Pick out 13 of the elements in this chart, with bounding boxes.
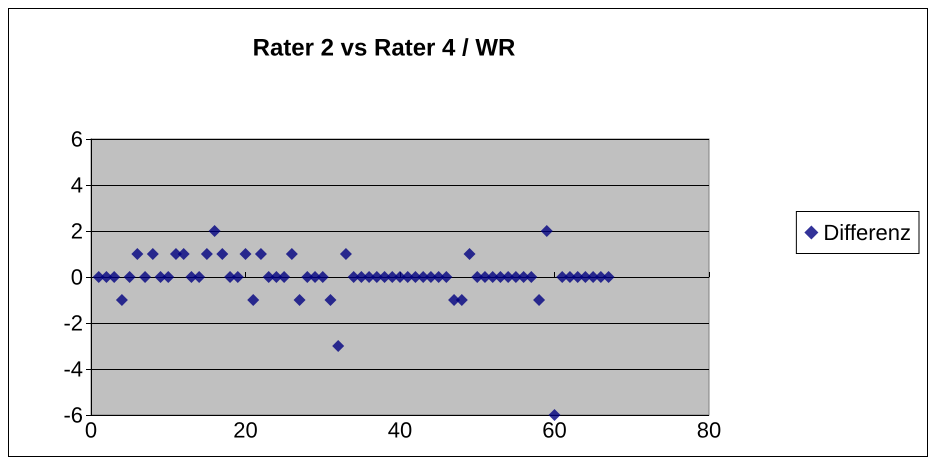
y-tick-label: 6 [70,126,83,152]
x-tick-label: 40 [388,418,412,442]
y-tick-label: 2 [70,218,83,244]
legend-label: Differenz [823,220,912,245]
x-tick-label: 20 [233,418,258,442]
y-tick-label: -6 [63,402,83,428]
x-tick-label: 80 [696,418,722,442]
y-tick-label: 0 [70,264,83,290]
x-tick-label: 60 [542,418,567,442]
y-tick-label: -2 [63,310,83,336]
y-tick-label: -4 [63,356,83,382]
chart-title: Rater 2 vs Rater 4 / WR [252,34,516,62]
y-tick-label: 4 [70,172,83,198]
